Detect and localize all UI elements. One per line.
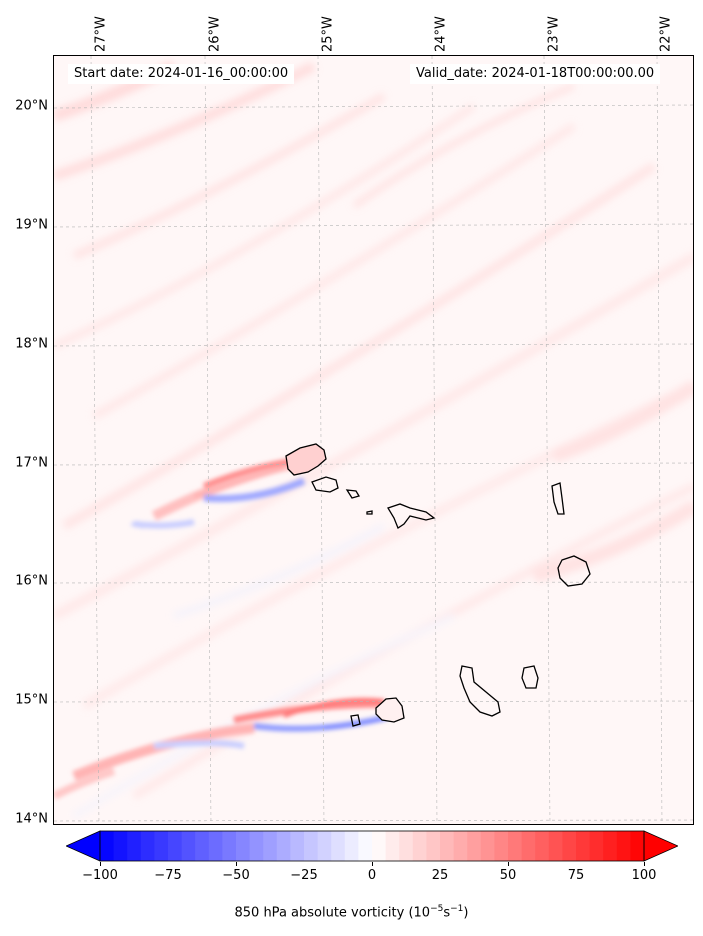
colorbar-cell xyxy=(603,831,618,861)
lon-label-27w: 27°W xyxy=(93,16,109,52)
island-branco xyxy=(366,510,373,515)
colorbar-cells xyxy=(100,831,645,861)
cb-tick-100: 100 xyxy=(631,868,657,883)
colorbar-cell xyxy=(276,831,291,861)
cb-tick-mark xyxy=(100,862,101,866)
colorbar-cell xyxy=(195,831,210,861)
colorbar-cell xyxy=(385,831,400,861)
colorbar-min-extend xyxy=(65,830,101,862)
colorbar-cell xyxy=(127,831,142,861)
cb-tick-mark xyxy=(236,862,237,866)
colorbar-cell xyxy=(467,831,482,861)
vorticity-map xyxy=(53,55,694,825)
colorbar-cell xyxy=(317,831,332,861)
island-brava xyxy=(350,714,361,727)
lat-label-19n: 19°N xyxy=(15,217,48,233)
cb-tick-minus75: −75 xyxy=(154,868,182,883)
colorbar-cell xyxy=(249,831,264,861)
background-vorticity-streaks xyxy=(54,60,693,819)
lon-label-25w: 25°W xyxy=(320,16,336,52)
cb-tick-minus100: −100 xyxy=(82,868,118,883)
colorbar-cell xyxy=(208,831,223,861)
valid-date-label: Valid_date: 2024-01-18T00:00:00.00 xyxy=(410,64,661,84)
colorbar-cell xyxy=(440,831,455,861)
island-santo-antao xyxy=(285,443,327,476)
start-date-label: Start date: 2024-01-16_00:00:00 xyxy=(68,64,295,84)
island-fogo xyxy=(375,697,405,723)
colorbar-cell xyxy=(426,831,441,861)
colorbar-cell xyxy=(630,831,645,861)
cb-tick-25: 25 xyxy=(431,868,449,883)
lon-label-22w: 22°W xyxy=(658,16,674,52)
island-maio xyxy=(521,665,539,689)
lat-label-17n: 17°N xyxy=(15,455,48,471)
lat-label-16n: 16°N xyxy=(15,573,48,589)
colorbar-cell xyxy=(113,831,128,861)
island-santiago xyxy=(459,665,501,717)
map-gridlines xyxy=(54,56,693,824)
lon-label-23w: 23°W xyxy=(546,16,562,52)
map-plot xyxy=(54,56,693,824)
colorbar-cell xyxy=(521,831,536,861)
colorbar-cell xyxy=(480,831,495,861)
island-santa-luzia xyxy=(345,489,360,499)
colorbar-cell xyxy=(140,831,155,861)
cb-tick-mark xyxy=(372,862,373,866)
lon-label-24w: 24°W xyxy=(433,16,449,52)
colorbar-svg xyxy=(65,830,679,862)
island-sao-vicente xyxy=(311,476,339,493)
lat-label-18n: 18°N xyxy=(15,336,48,352)
colorbar-cell xyxy=(548,831,563,861)
northern-island-wake xyxy=(131,457,306,529)
cb-tick-75: 75 xyxy=(567,868,585,883)
colorbar-cell xyxy=(331,831,346,861)
colorbar-cell xyxy=(263,831,278,861)
colorbar-label: 850 hPa absolute vorticity (10−5s−1) xyxy=(234,904,469,921)
colorbar-cell xyxy=(154,831,169,861)
colorbar-cell xyxy=(576,831,591,861)
colorbar-cell xyxy=(616,831,631,861)
colorbar-cell xyxy=(535,831,550,861)
island-boa-vista xyxy=(557,555,591,587)
colorbar-cell xyxy=(100,831,115,861)
cb-tick-mark xyxy=(644,862,645,866)
colorbar-cell xyxy=(168,831,183,861)
lat-label-14n: 14°N xyxy=(15,811,48,827)
colorbar-max-extend xyxy=(643,830,679,862)
island-sal xyxy=(551,482,565,515)
island-outlines xyxy=(285,443,591,727)
colorbar-cell xyxy=(181,831,196,861)
colorbar-cell xyxy=(222,831,237,861)
colorbar-cell xyxy=(236,831,251,861)
lat-label-15n: 15°N xyxy=(15,692,48,708)
southern-island-wake xyxy=(54,698,395,800)
colorbar-cell xyxy=(372,831,387,861)
cb-tick-50: 50 xyxy=(499,868,517,883)
colorbar-cell xyxy=(562,831,577,861)
cb-tick-0: 0 xyxy=(367,868,377,883)
colorbar-cell xyxy=(290,831,305,861)
colorbar-cell xyxy=(358,831,373,861)
colorbar-cell xyxy=(412,831,427,861)
cb-tick-minus50: −50 xyxy=(222,868,250,883)
colorbar-cell xyxy=(508,831,523,861)
colorbar-cell xyxy=(589,831,604,861)
colorbar-cell xyxy=(344,831,359,861)
colorbar-cell xyxy=(399,831,414,861)
cb-tick-mark xyxy=(508,862,509,866)
colorbar-cell xyxy=(304,831,319,861)
lat-label-20n: 20°N xyxy=(15,98,48,114)
colorbar-cell xyxy=(453,831,468,861)
colorbar xyxy=(65,830,679,862)
lon-label-26w: 26°W xyxy=(207,16,223,52)
colorbar-cell xyxy=(494,831,509,861)
island-sao-nicolau xyxy=(387,503,436,529)
cb-tick-minus25: −25 xyxy=(290,868,318,883)
colorbar-outline xyxy=(99,830,645,862)
